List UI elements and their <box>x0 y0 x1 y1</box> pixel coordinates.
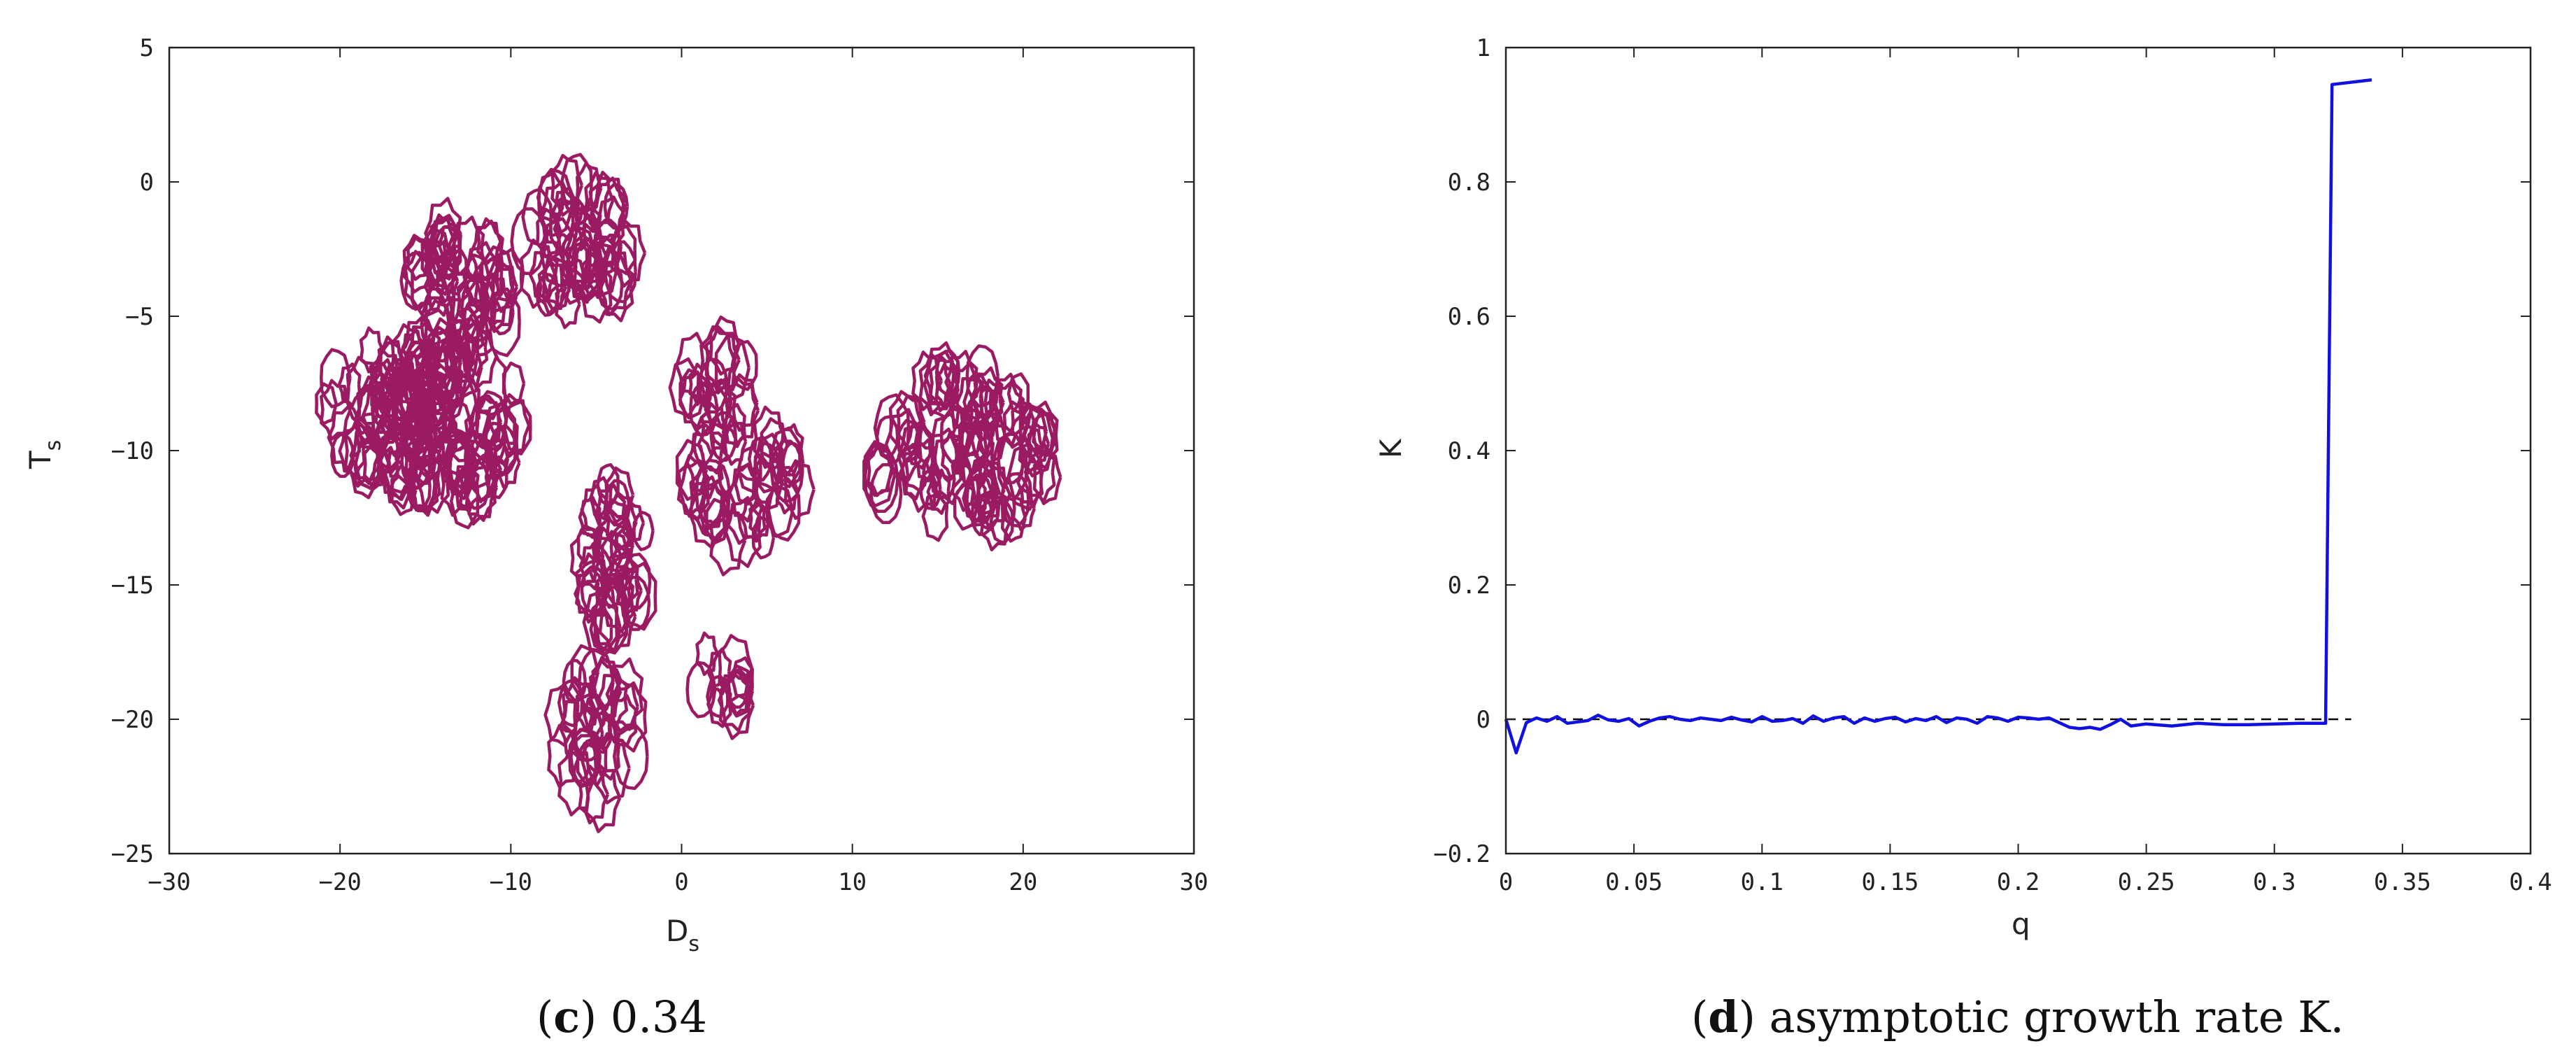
chart-c-ytick-label: −10 <box>111 437 154 465</box>
chart-d-xtick-label: 0.05 <box>1605 868 1663 896</box>
chart-c-trajectory-cluster <box>543 644 649 833</box>
chart-c-caption: (c) 0.34 <box>536 991 707 1043</box>
chart-d-ytick-label: 0.6 <box>1448 303 1490 331</box>
chart-c-xlabel: Ds <box>666 914 699 956</box>
chart-d: 0 0.05 0.1 0.15 0.2 0.25 0.3 0.35 0.4 1 0.8 0.6 0.4 0… <box>1374 34 2552 1043</box>
chart-c-ticks: −30 −20 −10 0 10 20 30 5 0 −5 −10 −15 −20 −25 <box>111 34 1209 896</box>
chart-c-trajectory-cluster <box>399 197 524 385</box>
chart-c-xtick-label: −30 <box>148 868 190 896</box>
chart-d-xtick-label: 0.25 <box>2118 868 2175 896</box>
chart-c-plot-area <box>315 153 1062 833</box>
chart-d-xtick-label: 0.35 <box>2374 868 2431 896</box>
chart-d-caption: (d) asymptotic growth rate K. <box>1691 991 2344 1043</box>
chart-d-ytick-label: 0 <box>1476 706 1490 734</box>
chart-d-xtick-label: 0.1 <box>1741 868 1784 896</box>
chart-d-ticks: 0 0.05 0.1 0.15 0.2 0.25 0.3 0.35 0.4 1 0.8 0.6 0.4 0… <box>1433 34 2552 896</box>
chart-d-ytick-label: 0.4 <box>1448 437 1490 465</box>
chart-d-ytick-label: 0.8 <box>1448 169 1490 197</box>
chart-c-ytick-label: 5 <box>140 34 154 62</box>
chart-c-trajectory-cluster <box>510 153 647 330</box>
chart-d-xtick-label: 0 <box>1499 868 1513 896</box>
chart-c-ylabel: Ts <box>23 440 66 469</box>
chart-d-xtick-label: 0.15 <box>1861 868 1919 896</box>
chart-c-trajectory-cluster <box>315 326 455 501</box>
chart-d-ylabel: K <box>1374 438 1408 458</box>
chart-d-ytick-label: 1 <box>1476 34 1490 62</box>
chart-c-ytick-label: −5 <box>125 303 154 331</box>
chart-c-ytick-label: −20 <box>111 706 154 734</box>
chart-c-ytick-label: −15 <box>111 572 154 600</box>
chart-c-trajectory-cluster <box>668 315 759 441</box>
chart-c-xtick-label: 20 <box>1009 868 1037 896</box>
chart-d-series-line <box>1504 78 2372 755</box>
chart-c-xtick-label: 30 <box>1180 868 1209 896</box>
chart-d-ytick-label: 0.2 <box>1448 572 1490 600</box>
chart-c-trajectory-cluster <box>685 631 755 740</box>
chart-c-xtick-label: −10 <box>490 868 532 896</box>
chart-c-xtick-label: 0 <box>674 868 688 896</box>
chart-c-trajectory-cluster <box>675 376 816 577</box>
chart-c: −30 −20 −10 0 10 20 30 5 0 −5 −10 −15 −20 −25 Ds Ts (… <box>23 34 1208 1043</box>
chart-d-xtick-label: 0.2 <box>1997 868 2040 896</box>
chart-d-plot-area <box>1504 78 2372 755</box>
chart-c-xtick-label: −20 <box>318 868 361 896</box>
chart-d-xlabel: q <box>2012 907 2030 941</box>
chart-c-trajectory-cluster <box>569 462 657 658</box>
chart-c-trajectory-cluster <box>862 341 1062 552</box>
chart-c-xtick-label: 10 <box>838 868 867 896</box>
chart-d-xtick-label: 0.3 <box>2253 868 2296 896</box>
chart-c-ytick-label: −25 <box>111 840 154 868</box>
chart-d-ytick-label: −0.2 <box>1433 840 1490 868</box>
chart-d-xtick-label: 0.4 <box>2509 868 2552 896</box>
chart-c-ytick-label: 0 <box>140 169 154 197</box>
chart-d-frame <box>1504 46 2532 855</box>
